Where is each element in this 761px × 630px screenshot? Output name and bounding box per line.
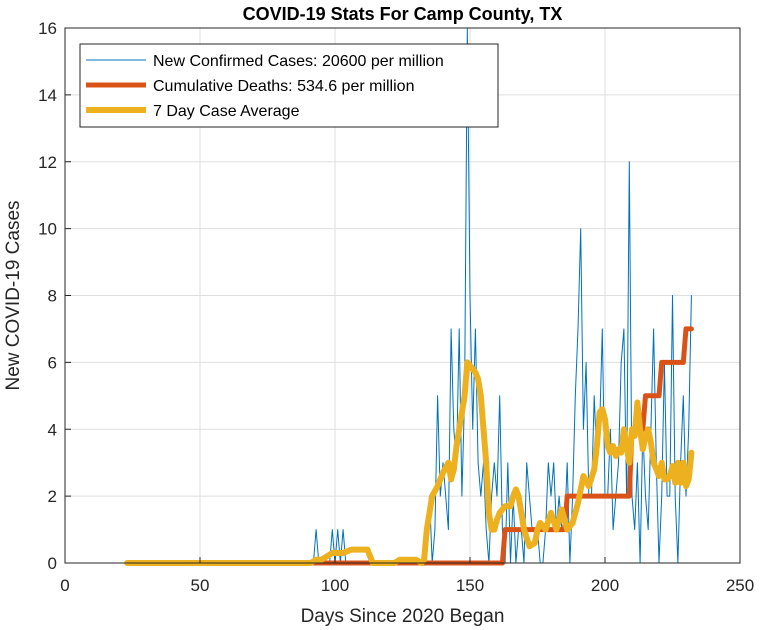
x-axis-label: Days Since 2020 Began: [301, 606, 505, 627]
x-tick-label: 150: [456, 576, 484, 595]
y-axis-label: New COVID-19 Cases: [3, 200, 24, 390]
chart-title: COVID-19 Stats For Camp County, TX: [243, 4, 563, 24]
legend-label-2: Cumulative Deaths: 534.6 per million: [153, 78, 414, 95]
ticks: 0 50 100 150 200 250 0 2 4 6 8 10 12 14 16: [38, 19, 754, 595]
y-tick-label: 16: [38, 19, 57, 38]
y-tick-label: 10: [38, 220, 57, 239]
y-tick-label: 4: [48, 420, 57, 439]
y-tick-label: 6: [48, 353, 57, 372]
legend-label-1: New Confirmed Cases: 20600 per million: [153, 53, 444, 70]
x-tick-label: 0: [60, 576, 69, 595]
legend-box: [79, 43, 499, 128]
y-tick-label: 0: [48, 554, 57, 573]
x-tick-label: 200: [591, 576, 619, 595]
legend-label-3: 7 Day Case Average: [153, 103, 300, 120]
legend: New Confirmed Cases: 20600 per million Cu…: [79, 43, 499, 128]
x-tick-label: 50: [191, 576, 210, 595]
y-tick-label: 12: [38, 153, 57, 172]
y-tick-label: 2: [48, 487, 57, 506]
y-tick-label: 8: [48, 287, 57, 306]
y-tick-label: 14: [38, 86, 57, 105]
x-tick-label: 250: [726, 576, 754, 595]
series-line-3: [124, 359, 695, 566]
axis-labels: COVID-19 Stats For Camp County, TX Days S…: [3, 4, 562, 627]
x-tick-label: 100: [321, 576, 349, 595]
